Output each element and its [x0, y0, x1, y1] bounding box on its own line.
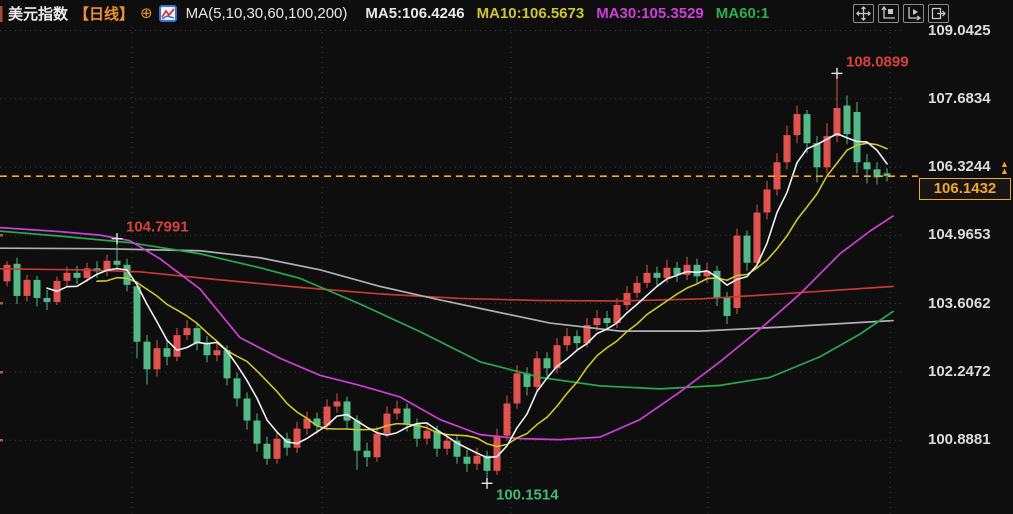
pan-tool-icon[interactable] — [853, 4, 874, 23]
axis-scale-right-icon[interactable] — [903, 4, 924, 23]
y-axis-label: 104.9653 — [928, 226, 991, 244]
y-axis-label: 102.2472 — [928, 362, 991, 380]
ma-settings-label: MA(5,10,30,60,100,200) — [185, 4, 348, 22]
ma-value-label: MA60:1 — [715, 4, 770, 22]
price-axis[interactable]: ▲ ▲ 106.1432 109.0425 107.6834 106.3244 104… — [897, 0, 1013, 514]
ma-value-label: MA10:106.5673 — [476, 4, 585, 22]
current-price-value: 106.1432 — [933, 180, 997, 198]
current-price-box: 106.1432 — [919, 178, 1011, 201]
latest-price-arrows-icon[interactable]: ▲ ▲ — [1000, 158, 1009, 176]
ma-value-label: MA30:105.3529 — [596, 4, 704, 22]
ma-values: MA5:106.4246 MA10:106.5673 MA30:105.3529 MA… — [353, 5, 769, 22]
price-extreme-annotation: 108.0899 — [846, 53, 909, 70]
symbol-name: 美元指数 — [8, 5, 69, 23]
y-axis-label: 109.0425 — [928, 21, 991, 39]
y-axis-label: 106.3244 — [928, 158, 991, 176]
y-axis-label: 100.8881 — [928, 431, 991, 449]
y-axis-label: 103.6062 — [928, 294, 991, 312]
axis-scale-left-icon[interactable] — [878, 4, 899, 23]
price-extreme-annotation: 100.1514 — [496, 486, 559, 503]
ma-value-label: MA5:106.4246 — [365, 4, 465, 22]
add-indicator-icon[interactable]: ⊕ — [140, 4, 153, 22]
y-axis-label: 107.6834 — [928, 89, 991, 107]
chart-toolbar — [853, 4, 949, 23]
period-selector[interactable]: 【日线】 — [74, 5, 135, 23]
price-extreme-annotation: 104.7991 — [126, 219, 189, 236]
export-icon[interactable] — [928, 4, 949, 23]
chart-header: 美元指数 【日线】 ⊕ MA(5,10,30,60,100,200) MA5:1… — [0, 0, 769, 26]
indicator-icon — [158, 4, 177, 22]
